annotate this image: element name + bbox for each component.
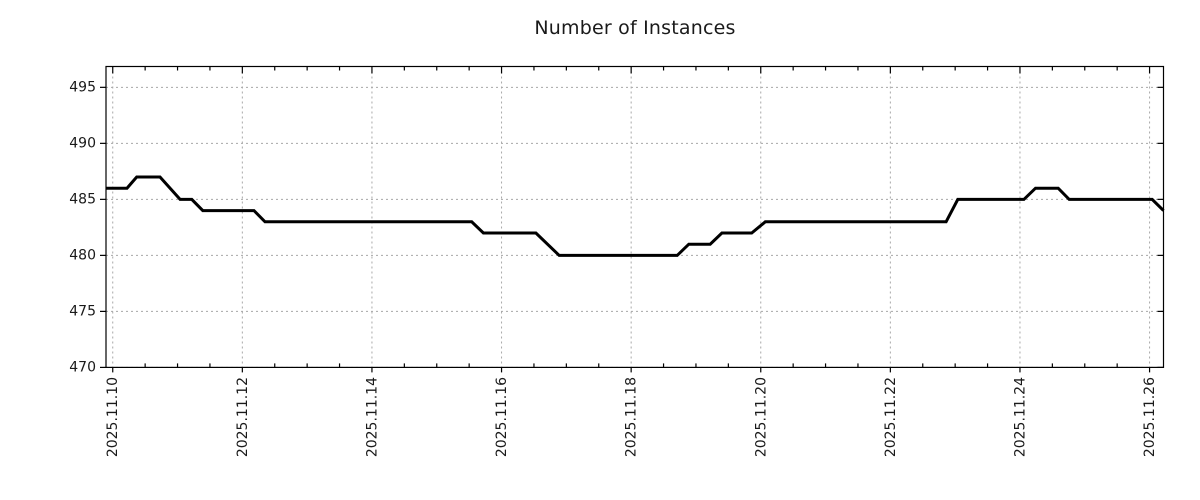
x-tick-label: 2025.11.18 — [624, 377, 640, 457]
y-tick-label: 490 — [69, 135, 96, 151]
x-tick-label: 2025.11.24 — [1012, 377, 1028, 457]
series-instances — [106, 175, 1165, 257]
x-tick-label: 2025.11.12 — [235, 377, 251, 457]
chart-title: Number of Instances — [534, 17, 736, 39]
y-tick-label: 495 — [69, 79, 96, 95]
plot-border — [105, 65, 1165, 368]
x-tick-label: 2025.11.16 — [494, 377, 510, 457]
gridlines — [106, 66, 1164, 368]
y-tick-label: 485 — [69, 191, 96, 207]
y-tick-label: 470 — [69, 359, 96, 375]
y-tick-labels: 470 475 480 485 490 495 — [69, 79, 96, 375]
x-tick-labels: 2025.11.10 2025.11.12 2025.11.14 2025.11.16… — [105, 377, 1158, 457]
y-tick-label: 480 — [69, 247, 96, 263]
axis-ticks — [100, 66, 1164, 373]
y-tick-label: 475 — [69, 303, 96, 319]
x-tick-label: 2025.11.14 — [364, 377, 380, 457]
x-tick-label: 2025.11.26 — [1142, 377, 1158, 457]
x-tick-label: 2025.11.22 — [883, 377, 899, 457]
x-tick-label: 2025.11.20 — [753, 377, 769, 457]
x-tick-label: 2025.11.10 — [105, 377, 121, 457]
